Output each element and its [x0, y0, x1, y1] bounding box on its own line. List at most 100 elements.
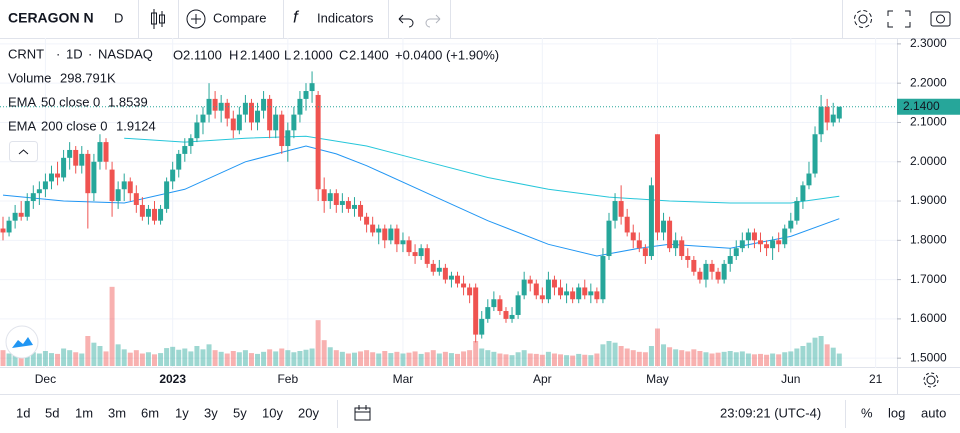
- compare-button[interactable]: Compare: [213, 10, 266, 25]
- auto-toggle[interactable]: auto: [921, 405, 946, 420]
- candle-body: [764, 244, 770, 249]
- volume-bar: [782, 352, 788, 366]
- candle-body: [200, 114, 206, 123]
- undo-icon[interactable]: [398, 14, 414, 28]
- screenshot-icon[interactable]: [930, 11, 951, 27]
- candle-body: [182, 146, 188, 154]
- legend-l-label: L: [284, 47, 291, 62]
- candle-body: [394, 228, 400, 245]
- candle-body: [333, 193, 339, 205]
- time-settings-icon[interactable]: [923, 372, 939, 388]
- candle-body: [212, 98, 218, 111]
- candle-body: [24, 201, 30, 217]
- volume-bar: [667, 347, 673, 366]
- volume-bar: [248, 353, 254, 366]
- compare-icon[interactable]: [186, 9, 206, 29]
- range-button[interactable]: 1y: [175, 405, 189, 420]
- volume-bar: [115, 344, 121, 366]
- candle-body: [485, 307, 491, 319]
- candle-body: [624, 216, 630, 233]
- volume-bar: [61, 348, 67, 366]
- range-button[interactable]: 3y: [204, 405, 218, 420]
- volume-bar: [812, 337, 818, 366]
- volume-bar: [824, 344, 830, 366]
- volume-bar: [509, 355, 515, 366]
- candle-body: [430, 263, 436, 272]
- candle-body: [551, 279, 557, 288]
- volume-bar: [333, 350, 339, 366]
- x-tick-label: 2023: [159, 372, 186, 386]
- legend-ema1-params: 50 close 0: [41, 94, 100, 109]
- candle-body: [267, 98, 273, 131]
- volume-bar: [558, 354, 564, 366]
- volume-bar: [818, 336, 824, 366]
- volume-bar: [103, 351, 109, 366]
- candle-body: [36, 189, 42, 194]
- logo[interactable]: [5, 325, 39, 359]
- candle-body: [654, 134, 660, 233]
- candle-body: [818, 106, 824, 135]
- volume-bar: [794, 348, 800, 366]
- volume-bar: [206, 344, 212, 366]
- fullscreen-icon[interactable]: [887, 10, 911, 28]
- volume-bar: [612, 342, 618, 366]
- settings-icon[interactable]: [854, 10, 872, 28]
- log-toggle[interactable]: log: [888, 405, 905, 420]
- volume-bar: [751, 354, 757, 366]
- volume-bar: [806, 342, 812, 366]
- volume-bar: [291, 352, 297, 366]
- candle-body: [61, 157, 67, 178]
- candle-body: [424, 248, 430, 264]
- range-button[interactable]: 1d: [16, 405, 30, 420]
- legend-collapse[interactable]: [9, 141, 38, 162]
- indicators-icon[interactable]: f: [293, 7, 300, 26]
- symbol-search[interactable]: CERAGON N: [8, 10, 94, 26]
- range-button[interactable]: 6m: [141, 405, 159, 420]
- volume-bar: [394, 351, 400, 366]
- candle-body: [436, 267, 442, 272]
- indicators-button[interactable]: Indicators: [317, 10, 374, 25]
- range-button[interactable]: 3m: [108, 405, 126, 420]
- volume-bar: [582, 354, 588, 366]
- candle-body: [133, 193, 139, 205]
- volume-bar: [67, 350, 73, 366]
- candle-body: [236, 114, 242, 131]
- chart-type-icon[interactable]: [151, 9, 165, 29]
- candle-body: [67, 149, 73, 158]
- interval-button[interactable]: D: [114, 10, 123, 25]
- volume-bar: [182, 348, 188, 366]
- legend-l: 2.1000: [293, 47, 333, 62]
- volume-bar: [176, 349, 182, 366]
- candle-body: [473, 287, 479, 335]
- range-button[interactable]: 5d: [45, 405, 59, 420]
- candle-body: [145, 208, 151, 217]
- volume-bar: [0, 350, 6, 366]
- legend-volume-value: 298.791K: [60, 70, 116, 85]
- redo-icon[interactable]: [425, 14, 441, 28]
- candle-body: [770, 240, 776, 249]
- volume-bar: [18, 354, 24, 366]
- volume-bar: [776, 354, 782, 366]
- date-range-icon[interactable]: [354, 405, 371, 421]
- candle-body: [382, 228, 388, 241]
- candle-body: [448, 275, 454, 280]
- y-tick-label: 2.3000: [910, 36, 947, 50]
- last-price-tag: [897, 98, 960, 115]
- volume-bar: [370, 352, 376, 366]
- range-button[interactable]: 10y: [262, 405, 283, 420]
- candle-body: [230, 118, 236, 131]
- volume-bar: [455, 353, 460, 366]
- candle-body: [758, 240, 763, 245]
- candle-body: [73, 149, 79, 166]
- volume-bar: [836, 353, 842, 366]
- range-button[interactable]: 1m: [75, 405, 93, 420]
- candle-body: [545, 279, 551, 300]
- range-button[interactable]: 20y: [298, 405, 319, 420]
- volume-bar: [376, 353, 382, 366]
- candle-body: [509, 314, 515, 319]
- range-button[interactable]: 5y: [233, 405, 247, 420]
- candle-body: [751, 232, 757, 241]
- volume-bar: [418, 353, 424, 366]
- percent-toggle[interactable]: %: [861, 405, 873, 420]
